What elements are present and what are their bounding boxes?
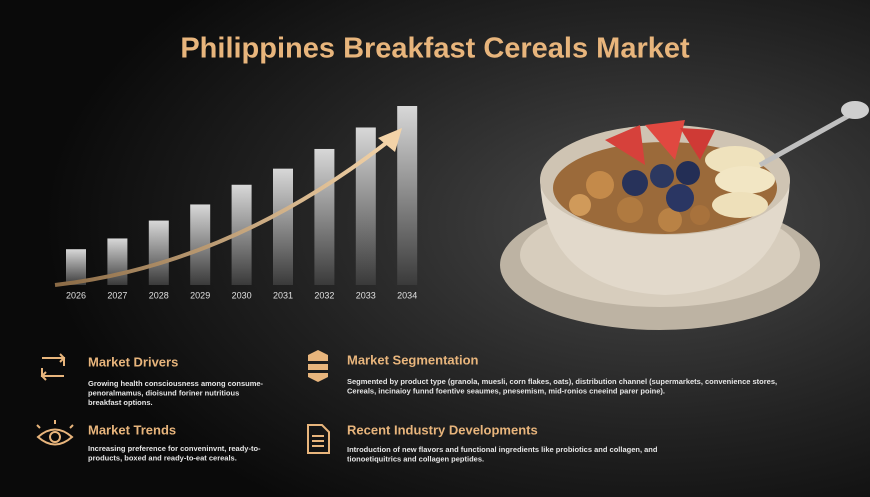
x-tick-label: 2028 xyxy=(149,290,169,300)
section-body: penoralmamus, dioisund foriner nutritiou… xyxy=(88,388,239,397)
x-tick-label: 2031 xyxy=(273,290,293,300)
title: Philippines Breakfast Cereals Market xyxy=(180,33,690,65)
section-body: Cereals, incinaioy funnd foentive seaume… xyxy=(347,386,665,395)
x-tick-label: 2033 xyxy=(356,290,376,300)
x-tick-label: 2026 xyxy=(66,290,86,300)
bar xyxy=(190,204,211,285)
icons xyxy=(36,350,330,454)
x-tick-label: 2029 xyxy=(190,290,210,300)
x-tick-label: 2030 xyxy=(232,290,252,300)
section-body: breakfast options. xyxy=(88,398,153,407)
section-body: Growing health consciousness among consu… xyxy=(88,379,264,388)
section-title: Market Trends xyxy=(88,422,176,437)
bar xyxy=(107,238,128,285)
section-body: products, boxed and ready-to-eat cereals… xyxy=(88,453,237,462)
section-body: tionoetiquitrics and collagen peptides. xyxy=(347,454,484,463)
bowl-image xyxy=(500,101,869,330)
bar xyxy=(66,249,86,285)
bar xyxy=(231,184,252,285)
x-tick-label: 2027 xyxy=(107,290,127,300)
section-body: Introduction of new flavors and function… xyxy=(347,445,658,454)
arrow-head xyxy=(378,128,402,152)
x-tick-label: 2034 xyxy=(397,290,417,300)
trend-arrow xyxy=(54,138,392,287)
section-title: Market Drivers xyxy=(88,354,178,369)
bar xyxy=(148,220,169,285)
section-body: Segmented by product type (granola, mues… xyxy=(347,377,777,386)
section-body: Increasing preference for conveninvnt, r… xyxy=(88,444,261,453)
x-tick-label: 2032 xyxy=(314,290,334,300)
bar xyxy=(397,106,418,285)
bar xyxy=(314,148,335,285)
section-title: Recent Industry Developments xyxy=(347,422,538,437)
section-title: Market Segmentation xyxy=(347,352,479,367)
bar xyxy=(355,127,376,285)
bar xyxy=(273,168,293,285)
